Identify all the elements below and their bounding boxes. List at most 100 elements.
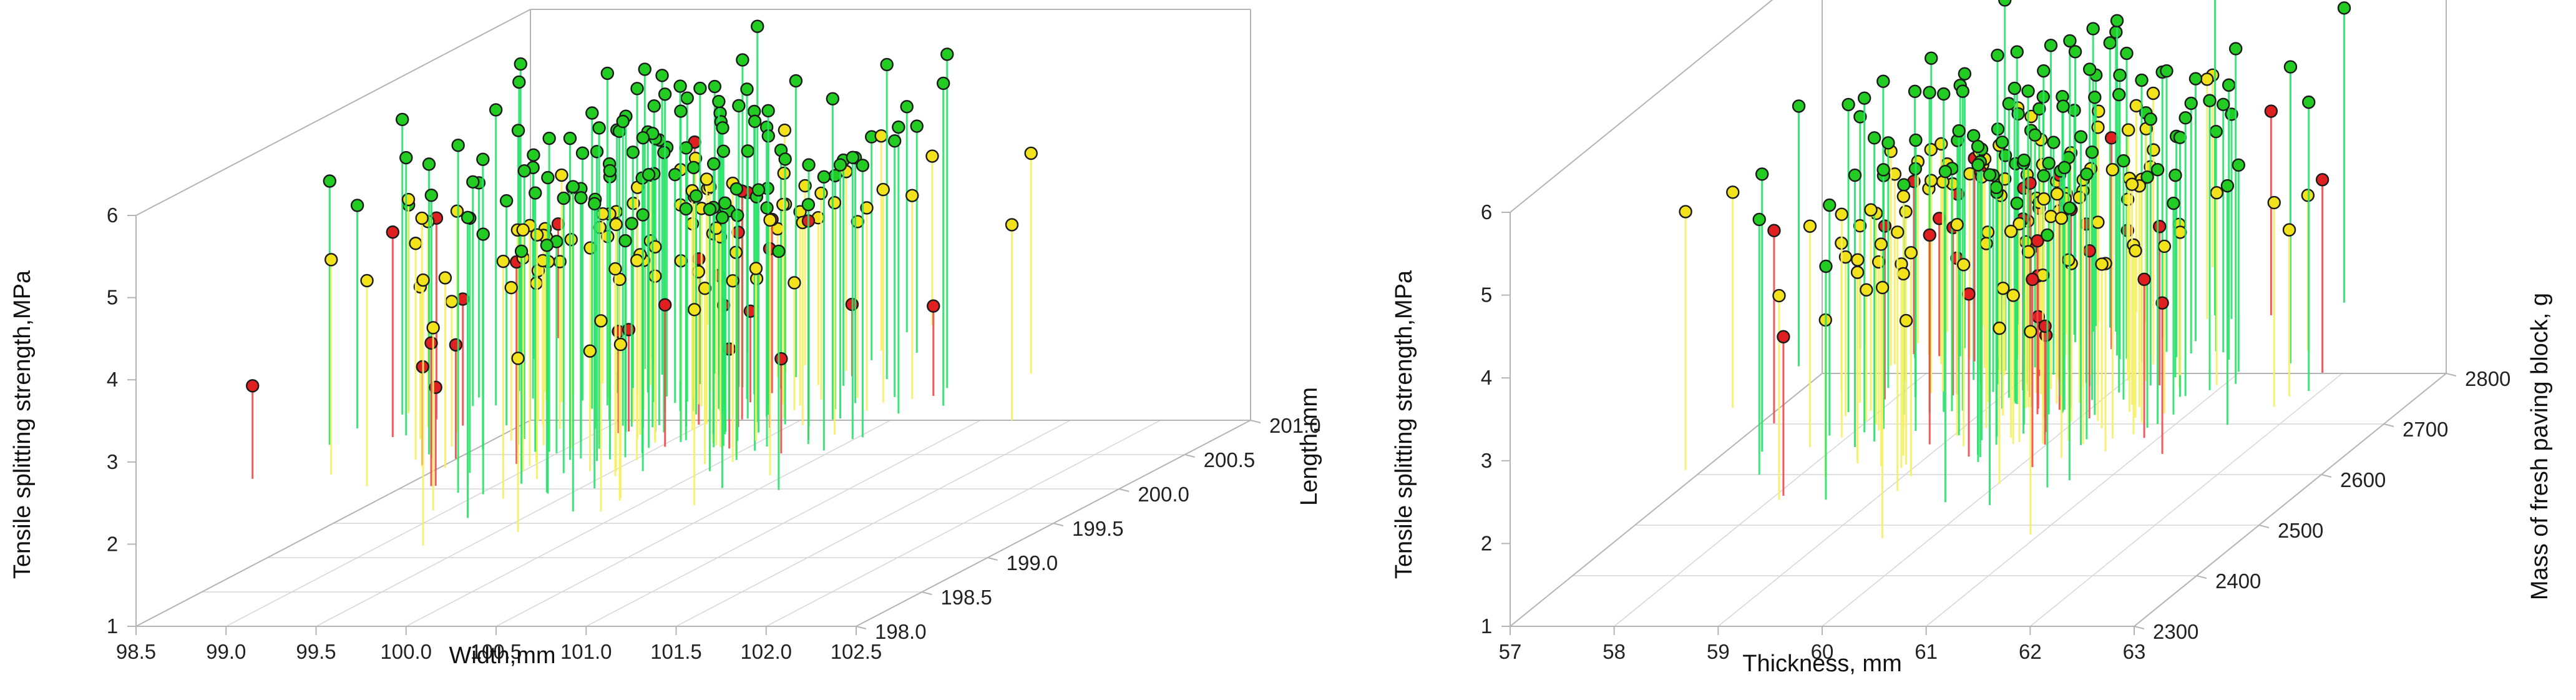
data-point — [2203, 94, 2217, 107]
data-point — [2129, 244, 2142, 258]
data-point — [802, 158, 816, 172]
data-point — [668, 167, 682, 182]
data-point — [2121, 123, 2135, 137]
data-point — [585, 106, 599, 120]
data-point — [1726, 185, 1740, 199]
data-point — [511, 352, 525, 365]
data-point — [350, 199, 364, 212]
data-point — [1024, 146, 1038, 160]
y-tick-mark — [987, 557, 998, 561]
data-point — [2157, 239, 2172, 254]
data-point — [512, 75, 526, 89]
data-point — [2054, 211, 2069, 225]
data-point — [741, 144, 754, 158]
data-point — [925, 149, 939, 163]
data-point — [905, 189, 919, 202]
x-tick-label: 99.5 — [296, 640, 336, 663]
data-point — [2222, 78, 2236, 92]
z-tick-label: 4 — [1481, 366, 1492, 389]
data-point — [1923, 86, 1936, 99]
y-tick-mark — [1053, 523, 1064, 526]
data-point — [2264, 104, 2278, 118]
data-point — [590, 145, 604, 159]
data-point — [2110, 14, 2124, 27]
data-point — [789, 74, 803, 88]
z-tick-label: 1 — [107, 614, 118, 638]
z-tick-label: 3 — [1481, 449, 1492, 472]
data-point — [246, 379, 260, 393]
data-point — [616, 114, 630, 129]
data-point — [801, 197, 816, 212]
z-tick-label: 3 — [107, 450, 118, 473]
data-point — [2140, 170, 2154, 184]
data-point — [422, 157, 436, 171]
data-point — [1005, 218, 1019, 232]
data-point — [2068, 45, 2082, 59]
data-point — [2082, 62, 2097, 76]
y-tick-label: 2500 — [2278, 519, 2323, 542]
data-point — [716, 121, 729, 135]
y-tick-label: 198.0 — [875, 620, 927, 643]
data-point — [588, 197, 602, 210]
data-point — [1962, 287, 1976, 301]
data-point — [910, 119, 924, 133]
data-point — [2056, 99, 2070, 113]
data-point — [707, 157, 721, 171]
data-point — [626, 145, 640, 159]
data-point — [514, 244, 529, 259]
data-point — [703, 202, 717, 216]
box-edge — [135, 9, 531, 216]
data-point — [2006, 288, 2020, 302]
data-point — [2169, 168, 2182, 182]
x-tick-label: 101.5 — [650, 640, 702, 663]
data-point — [1923, 228, 1936, 242]
data-point — [2112, 87, 2126, 102]
data-point — [445, 295, 459, 308]
floor-grid-line — [1926, 373, 2239, 627]
data-point — [927, 299, 940, 313]
data-point — [529, 186, 542, 200]
data-point — [1876, 163, 1890, 177]
data-point — [416, 273, 430, 287]
z-tick-label: 6 — [1481, 200, 1492, 224]
data-point — [540, 239, 554, 252]
data-point — [1925, 51, 1938, 65]
data-point — [2026, 272, 2039, 287]
x-tick-label: 59 — [1707, 640, 1730, 663]
data-point — [2031, 234, 2044, 248]
data-point — [778, 123, 792, 137]
x-tick-label: 99.0 — [206, 640, 246, 663]
y-axis-title: Mass of fresh paving block, g — [2527, 293, 2553, 600]
data-point — [655, 69, 669, 82]
y-tick-mark — [2258, 525, 2270, 528]
data-point — [2144, 112, 2157, 126]
data-point — [2135, 73, 2149, 87]
data-point — [511, 124, 525, 137]
y-tick-mark — [856, 626, 867, 629]
data-point — [426, 321, 440, 335]
data-point — [2082, 244, 2096, 258]
data-point — [563, 131, 577, 145]
data-point — [940, 47, 954, 61]
data-point — [424, 336, 438, 350]
data-point — [541, 170, 555, 185]
data-point — [833, 158, 847, 172]
data-point — [592, 121, 606, 135]
data-point — [2167, 196, 2180, 210]
x-tick-label: 60 — [1811, 640, 1834, 663]
data-point — [749, 262, 763, 275]
data-point — [1819, 259, 1833, 274]
data-point — [2057, 160, 2072, 175]
data-point — [1958, 67, 1972, 81]
data-point — [772, 244, 786, 259]
data-point — [874, 129, 888, 143]
data-point — [1891, 225, 1905, 239]
data-point — [689, 189, 703, 203]
data-point — [2037, 192, 2051, 206]
data-point — [2021, 84, 2035, 98]
data-point — [658, 298, 672, 312]
data-point — [740, 82, 754, 96]
data-point — [778, 152, 792, 166]
data-point — [466, 175, 480, 189]
box-edge — [1510, 0, 1773, 213]
